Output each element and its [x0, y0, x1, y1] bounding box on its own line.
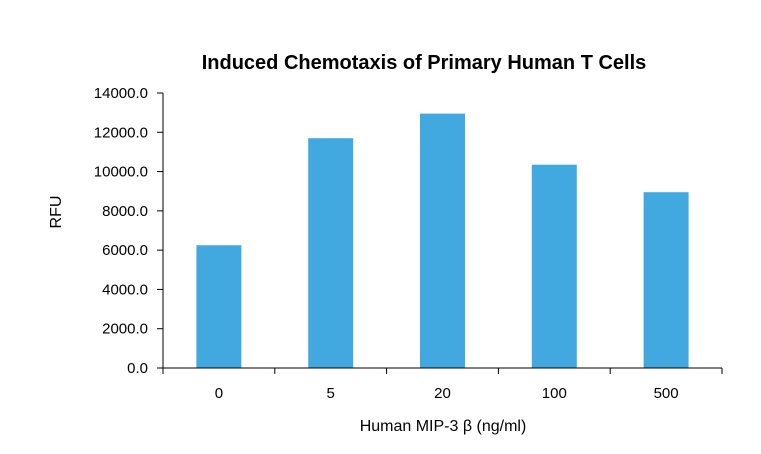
x-axis-title: Human MIP-3 β (ng/ml) [360, 418, 527, 435]
y-tick-label: 0.0 [127, 360, 148, 377]
y-tick-label: 12000.0 [94, 124, 148, 141]
y-tick-label: 14000.0 [94, 85, 148, 102]
bar-100 [531, 164, 577, 368]
x-category-label: 0 [215, 385, 223, 402]
x-category-label: 500 [654, 385, 679, 402]
x-category-label: 100 [542, 385, 567, 402]
bar-20 [420, 113, 465, 368]
y-tick-label: 6000.0 [102, 242, 148, 259]
y-tick-label: 10000.0 [94, 164, 148, 181]
bar-0 [196, 245, 242, 368]
x-axis-ticks: 0 5 20 100 500 [162, 368, 723, 402]
y-tick-label: 8000.0 [102, 203, 148, 220]
y-axis-title: RFU [48, 196, 65, 229]
x-category-label: 5 [327, 385, 335, 402]
y-tick-label: 2000.0 [102, 321, 148, 338]
x-category-label: 20 [434, 385, 451, 402]
bars [196, 113, 689, 368]
y-tick-label: 4000.0 [102, 281, 148, 298]
bar-5 [308, 138, 354, 368]
chart-title: Induced Chemotaxis of Primary Human T Ce… [202, 52, 647, 74]
bar-500 [643, 192, 689, 368]
y-axis-ticks: 0.0 2000.0 4000.0 6000.0 8000.0 10000.0 12000.… [94, 85, 163, 377]
